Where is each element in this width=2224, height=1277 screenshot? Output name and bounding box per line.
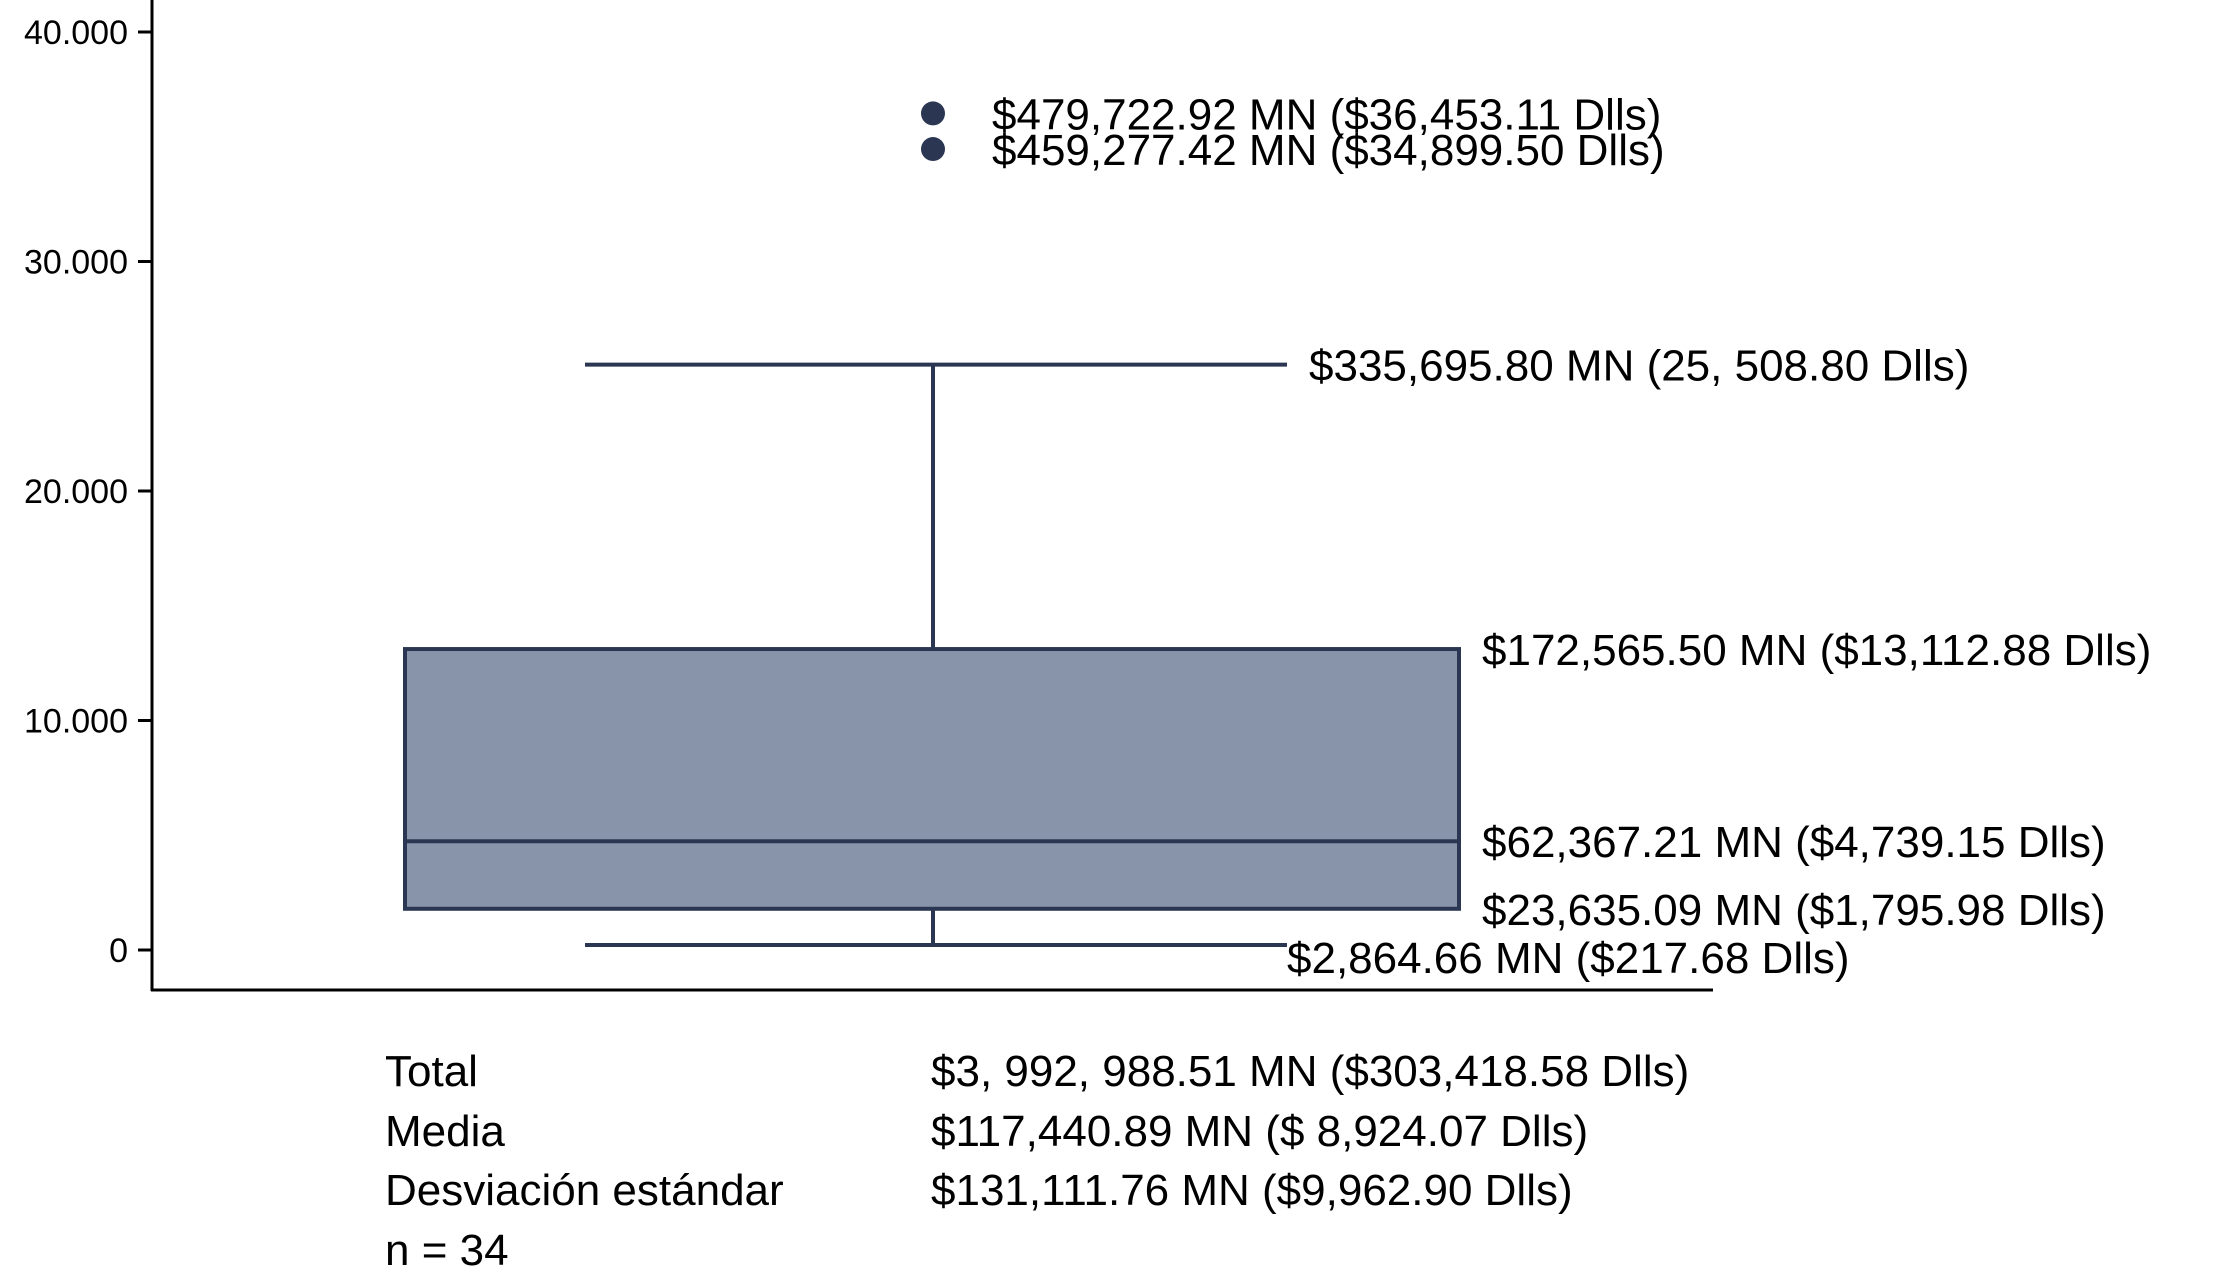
- summary-total-label: Total: [385, 1047, 478, 1096]
- outlier-point: [921, 101, 945, 126]
- summary-total-value: $3, 992, 988.51 MN ($303,418.58 Dlls): [931, 1047, 1689, 1096]
- summary-mean-label: Media: [385, 1107, 505, 1156]
- summary-table: Total $3, 992, 988.51 MN ($303,418.58 Dl…: [385, 1047, 1689, 1275]
- value-annotation: $62,367.21 MN ($4,739.15 Dlls): [1482, 818, 2106, 867]
- value-annotations: $479,722.92 MN ($36,453.11 Dlls)$459,277…: [992, 90, 2151, 983]
- summary-sd-value: $131,111.76 MN ($9,962.90 Dlls): [931, 1166, 1573, 1215]
- iqr-box: [403, 647, 1461, 911]
- y-ticks: 0 10.000 20.000 30.000 40.000: [24, 14, 152, 970]
- box-layer: [403, 101, 1461, 948]
- axes: [150, 0, 1713, 992]
- value-annotation: $2,864.66 MN ($217.68 Dlls): [1287, 934, 1850, 983]
- y-tick-label: 0: [109, 932, 128, 970]
- outlier-point: [921, 137, 945, 162]
- y-tick-label: 40.000: [24, 14, 128, 52]
- summary-mean-value: $117,440.89 MN ($ 8,924.07 Dlls): [931, 1107, 1588, 1156]
- y-tick-label: 30.000: [24, 244, 128, 282]
- y-tick-label: 10.000: [24, 703, 128, 741]
- value-annotation: $335,695.80 MN (25, 508.80 Dlls): [1309, 342, 1969, 391]
- value-annotation: $23,635.09 MN ($1,795.98 Dlls): [1482, 886, 2106, 935]
- summary-n: n = 34: [385, 1226, 509, 1275]
- value-annotation: $459,277.42 MN ($34,899.50 Dlls): [992, 126, 1665, 175]
- y-tick-label: 20.000: [24, 473, 128, 511]
- value-annotation: $172,565.50 MN ($13,112.88 Dlls): [1482, 626, 2151, 675]
- summary-sd-label: Desviación estándar: [385, 1166, 784, 1215]
- value-annotation: $479,722.92 MN ($36,453.11 Dlls): [992, 90, 1661, 139]
